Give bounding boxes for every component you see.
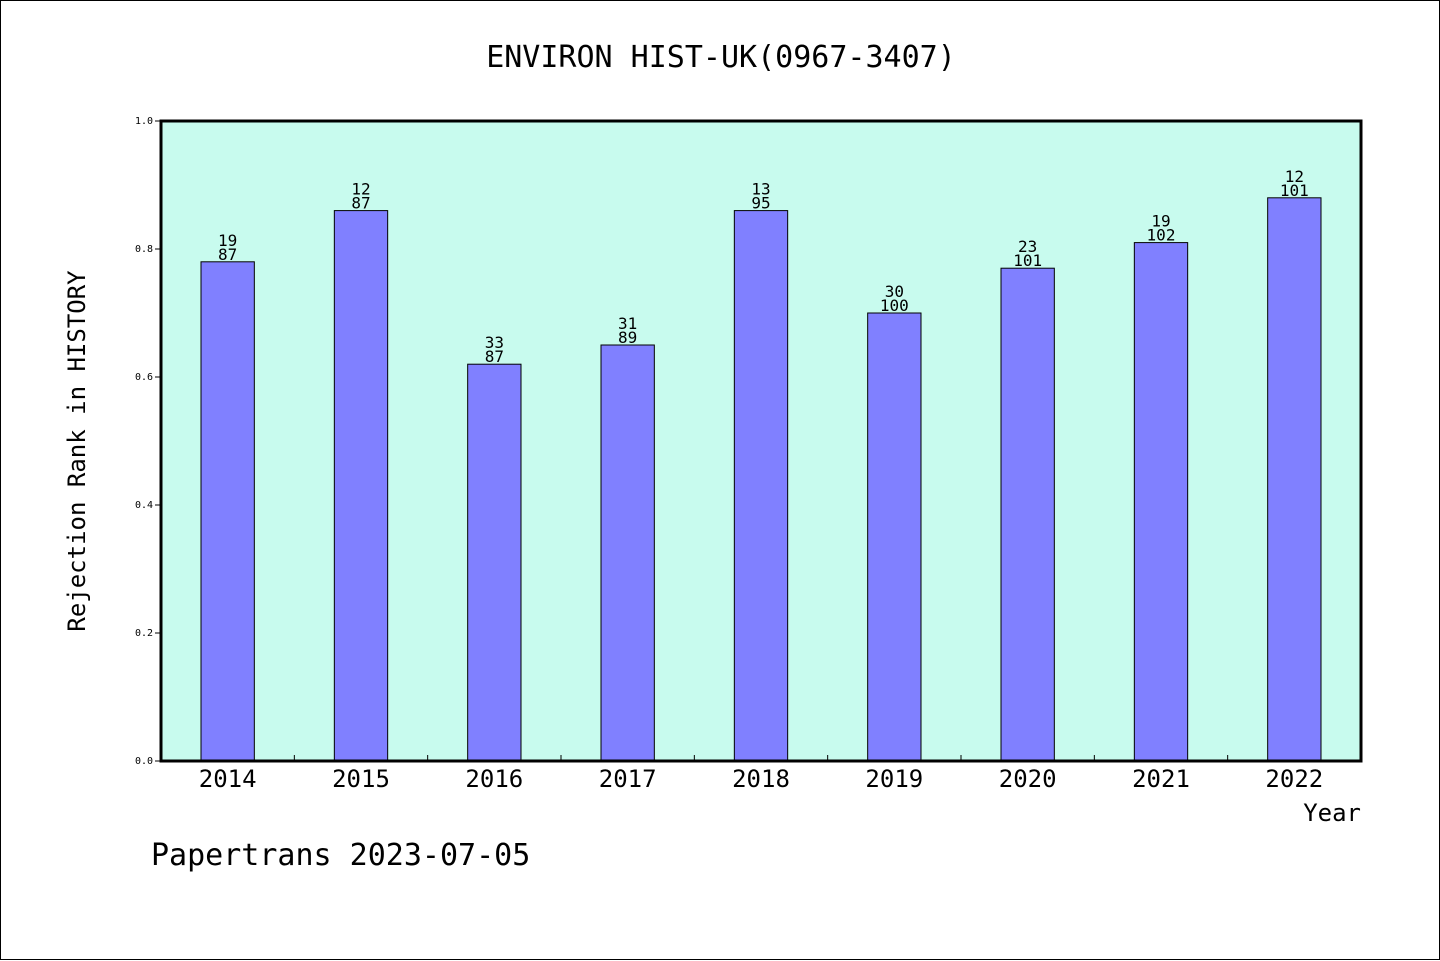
y-axis-label: Rejection Rank in HISTORY bbox=[63, 270, 91, 632]
x-tick-label: 2019 bbox=[865, 765, 923, 793]
bar-label-bottom: 101 bbox=[1013, 251, 1042, 270]
bar-label-top: 12 bbox=[1285, 167, 1304, 186]
axes-layer: 2014 2015 2016 2017 2018 2019 2020 2021 2022 0.0 0… bbox=[135, 116, 1323, 793]
y-tick-label: 0.6 bbox=[135, 372, 153, 383]
x-tick-label: 2014 bbox=[199, 765, 257, 793]
bar bbox=[600, 344, 655, 762]
bar-label-top: 13 bbox=[751, 180, 770, 199]
bar-label-top: 31 bbox=[618, 314, 637, 333]
bar-label-bottom: 89 bbox=[618, 328, 637, 347]
bar bbox=[200, 261, 255, 762]
bar-label-bottom: 87 bbox=[218, 245, 237, 264]
bar-label-bottom: 95 bbox=[751, 194, 770, 213]
x-tick-label: 2015 bbox=[332, 765, 390, 793]
bar-label-bottom: 87 bbox=[485, 347, 504, 366]
x-tick-label: 2020 bbox=[999, 765, 1057, 793]
bar-label-top: 12 bbox=[351, 180, 370, 199]
x-tick-label: 2021 bbox=[1132, 765, 1190, 793]
bar bbox=[733, 210, 789, 762]
bar-label-bottom: 100 bbox=[880, 296, 909, 315]
y-tick-label: 0.0 bbox=[135, 756, 153, 767]
bar bbox=[1000, 267, 1055, 762]
bar-label-top: 30 bbox=[885, 282, 904, 301]
bar-label-top: 19 bbox=[1151, 212, 1170, 231]
bar-label-bottom: 87 bbox=[351, 194, 370, 213]
bar bbox=[1133, 242, 1189, 762]
x-tick-label: 2018 bbox=[732, 765, 790, 793]
y-tick-label: 0.4 bbox=[135, 500, 153, 511]
bar-label-bottom: 102 bbox=[1147, 226, 1176, 245]
bar-label-top: 23 bbox=[1018, 237, 1037, 256]
plot-border bbox=[159, 119, 1363, 763]
x-tick-label: 2017 bbox=[599, 765, 657, 793]
bar bbox=[1267, 197, 1322, 762]
y-tick-label: 0.8 bbox=[135, 244, 153, 255]
x-axis-label: Year bbox=[1303, 799, 1361, 827]
bar-label-bottom: 101 bbox=[1280, 181, 1309, 200]
chart-title: ENVIRON HIST-UK(0967-3407) bbox=[486, 40, 956, 75]
bar-label-top: 19 bbox=[218, 231, 237, 250]
x-tick-label: 2022 bbox=[1265, 765, 1323, 793]
x-tick-label: 2016 bbox=[465, 765, 523, 793]
bar-label-top: 33 bbox=[485, 333, 504, 352]
y-tick-label: 1.0 bbox=[135, 116, 153, 127]
bar bbox=[467, 363, 522, 762]
bar bbox=[867, 312, 922, 762]
footer-date: Papertrans 2023-07-05 bbox=[151, 838, 530, 873]
y-tick-label: 0.2 bbox=[135, 628, 153, 639]
bar bbox=[333, 210, 389, 762]
